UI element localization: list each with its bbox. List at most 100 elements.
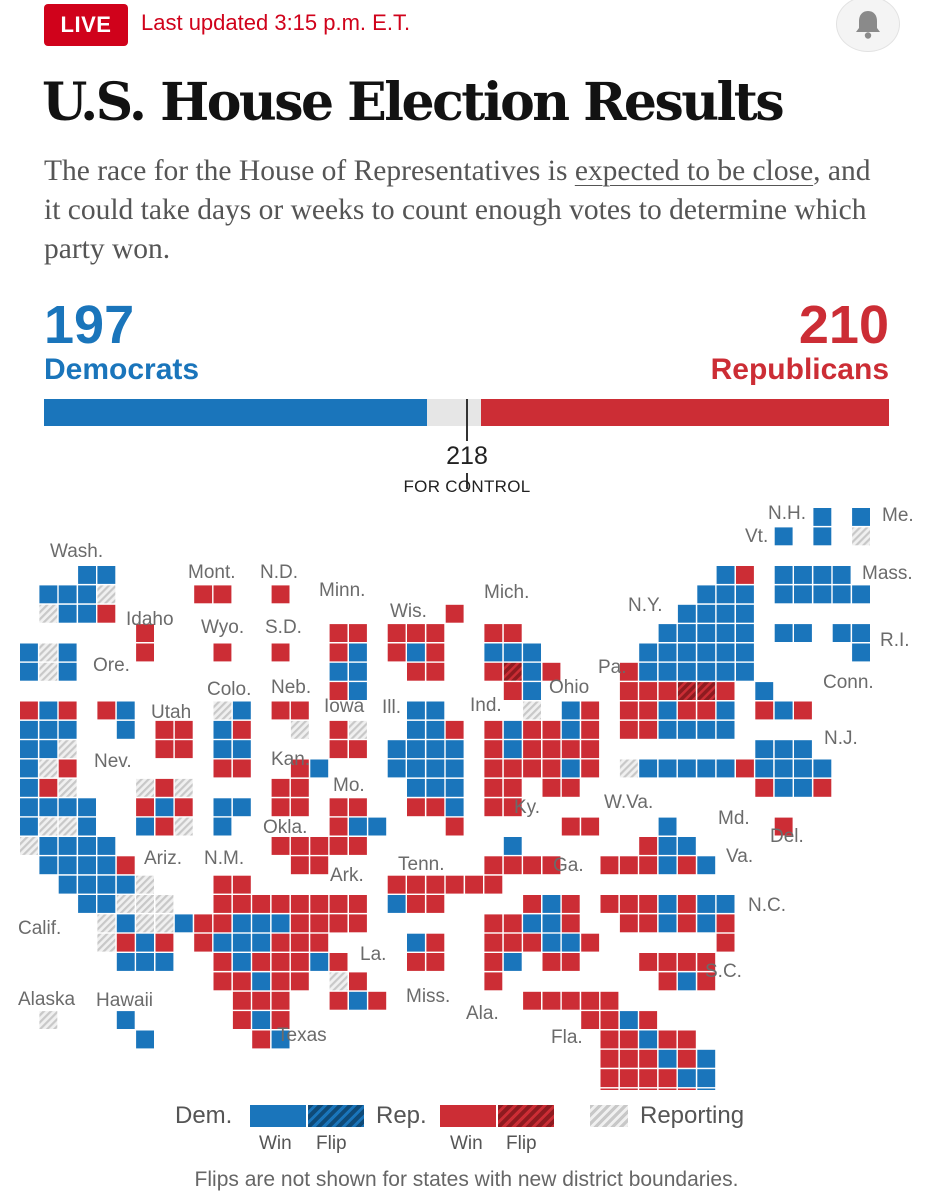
house-district-map: Wash. Idaho Ore. Mont. N.D. Wyo. S.D. Minn. Wis.…	[18, 503, 914, 1090]
district-tile	[639, 643, 658, 662]
expected-close-link[interactable]: expected to be close	[574, 155, 814, 187]
district-tile	[252, 991, 271, 1010]
district-tile	[832, 624, 851, 642]
state-label: S.D.	[265, 617, 302, 638]
district-tile	[407, 953, 425, 971]
district-tile	[290, 953, 309, 971]
district-tile	[290, 914, 309, 933]
district-tile	[852, 508, 870, 526]
district-tile	[774, 566, 793, 584]
district-tile	[523, 682, 541, 700]
district-tile	[600, 991, 619, 1010]
dem-party-label: Democrats	[44, 353, 200, 386]
district-tile	[697, 1069, 716, 1088]
state-label: Alaska	[18, 989, 75, 1010]
district-tile	[39, 701, 58, 720]
state-label: R.I.	[880, 630, 910, 651]
state-label: Va.	[726, 846, 753, 867]
district-tile	[232, 895, 251, 913]
district-tile	[697, 759, 716, 778]
district-tile	[232, 914, 251, 933]
district-tile	[290, 895, 309, 913]
district-tile	[813, 566, 832, 584]
district-tile	[387, 643, 406, 662]
legend-dem-win-label: Win	[259, 1133, 292, 1154]
district-tile	[832, 585, 851, 604]
district-tile	[271, 798, 290, 817]
district-tile	[677, 1030, 696, 1049]
state-label: Neb.	[271, 677, 311, 698]
district-tile	[329, 682, 348, 700]
district-tile	[619, 914, 638, 933]
district-tile	[542, 778, 561, 797]
district-tile	[639, 682, 658, 700]
live-badge: LIVE	[44, 4, 128, 46]
district-tile	[329, 798, 348, 817]
district-tile	[639, 837, 658, 855]
district-tile	[58, 778, 77, 797]
district-tile	[252, 933, 271, 952]
district-tile	[677, 856, 696, 875]
rep-party-label: Republicans	[710, 353, 889, 386]
district-tile	[503, 933, 522, 952]
district-tile	[716, 604, 735, 623]
district-tile	[136, 624, 154, 642]
district-tile	[755, 740, 774, 759]
district-tile	[677, 701, 696, 720]
district-tile	[136, 914, 154, 933]
district-tile	[58, 875, 77, 894]
district-tile	[407, 759, 425, 778]
district-tile	[97, 856, 116, 875]
district-tile	[116, 1011, 135, 1029]
state-label: Mo.	[333, 775, 365, 796]
district-tile	[349, 837, 367, 855]
district-tile	[716, 624, 735, 642]
district-tile	[503, 720, 522, 739]
district-tile	[813, 527, 832, 546]
district-tile	[271, 953, 290, 971]
district-tile	[58, 701, 77, 720]
district-tile	[310, 933, 329, 952]
district-tile	[407, 720, 425, 739]
state-label: Ala.	[466, 1003, 499, 1024]
state-label: Kan.	[271, 749, 310, 770]
district-tile	[407, 701, 425, 720]
district-tile	[97, 585, 116, 604]
district-tile	[697, 953, 716, 971]
district-tile	[174, 817, 193, 836]
district-tile	[639, 856, 658, 875]
district-tile	[639, 759, 658, 778]
bell-icon[interactable]	[836, 0, 900, 52]
district-tile	[503, 682, 522, 700]
district-tile	[329, 953, 348, 971]
district-tile	[658, 972, 677, 991]
district-tile	[677, 895, 696, 913]
district-tile	[503, 643, 522, 662]
state-label: Ky.	[514, 797, 540, 818]
district-tile	[310, 953, 329, 971]
district-tile	[542, 914, 561, 933]
district-tile	[523, 701, 541, 720]
district-tile	[697, 624, 716, 642]
district-tile	[619, 856, 638, 875]
district-tile	[310, 895, 329, 913]
district-tile	[329, 837, 348, 855]
district-tile	[774, 759, 793, 778]
district-tile	[329, 972, 348, 991]
district-tile	[116, 720, 135, 739]
district-tile	[232, 720, 251, 739]
district-tile	[445, 604, 464, 623]
district-tile	[426, 740, 445, 759]
district-tile	[155, 778, 174, 797]
district-tile	[136, 953, 154, 971]
state-label: Wyo.	[201, 617, 244, 638]
district-tile	[484, 778, 503, 797]
district-tile	[484, 933, 503, 952]
district-tile	[677, 914, 696, 933]
district-tile	[658, 720, 677, 739]
state-label: Fla.	[551, 1027, 583, 1048]
district-tile	[619, 720, 638, 739]
district-tile	[755, 701, 774, 720]
district-tile	[271, 895, 290, 913]
district-tile	[445, 875, 464, 894]
